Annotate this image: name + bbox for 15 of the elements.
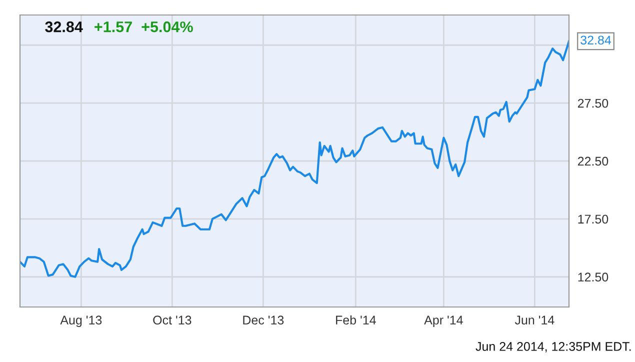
x-tick-label: Apr '14 <box>424 316 463 327</box>
x-tick-label: Aug '13 <box>60 316 102 327</box>
x-tick-label: Oct '13 <box>153 316 192 325</box>
y-tick-label: 22.50 <box>578 156 608 166</box>
x-tick-label: Feb '14 <box>336 315 376 325</box>
annotation: 32.84 <box>580 36 612 45</box>
line-series <box>20 40 569 278</box>
x-tick-label: Dec '13 <box>243 316 284 325</box>
y-tick-label: 17.50 <box>578 214 608 224</box>
text: Jun 24 2014, 12:35PM EDT. <box>476 342 631 352</box>
x-tick-label: Jun '14 <box>514 316 554 325</box>
y-tick-label: 12.50 <box>578 272 608 282</box>
chart-subtitle: +1.57 +5.04% <box>94 21 193 32</box>
chart-title: 32.84 <box>45 21 83 32</box>
y-tick-label: 27.50 <box>578 98 608 108</box>
